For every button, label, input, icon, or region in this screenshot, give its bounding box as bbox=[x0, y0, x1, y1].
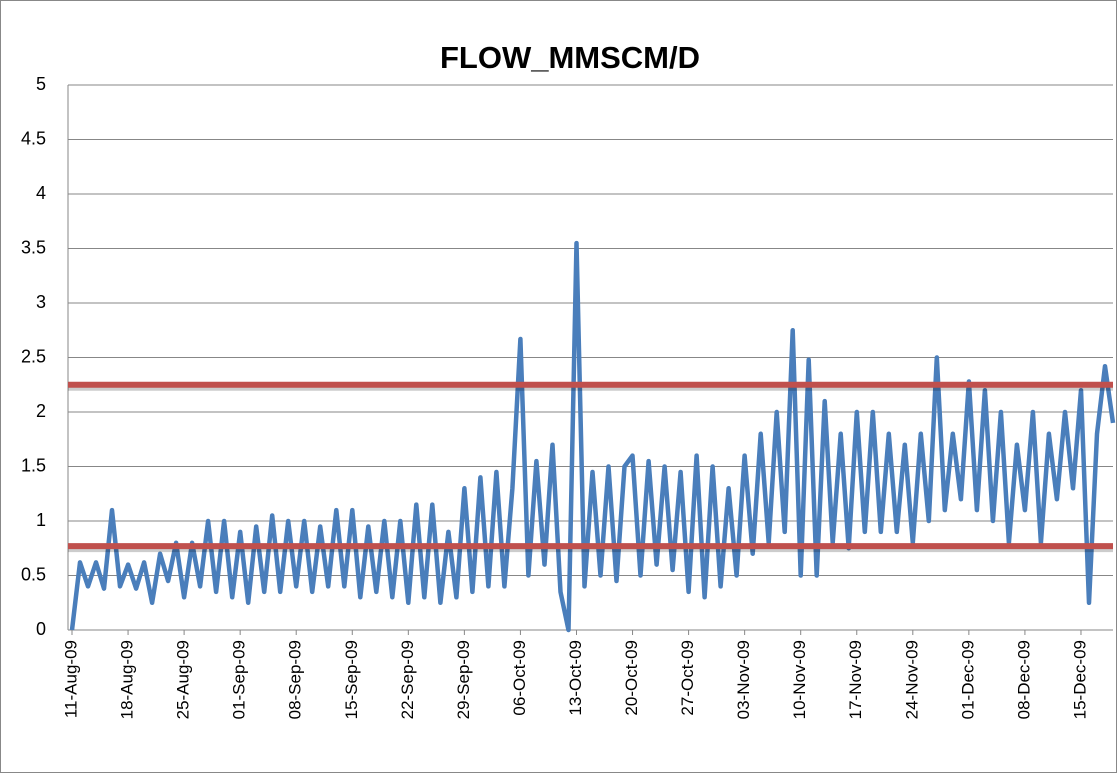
y-tick-label: 4 bbox=[36, 183, 46, 203]
y-tick-label: 1 bbox=[36, 510, 46, 530]
x-tick-label: 22-Sep-09 bbox=[398, 640, 417, 719]
x-tick-label: 01-Sep-09 bbox=[230, 640, 249, 719]
x-tick-label: 01-Dec-09 bbox=[958, 640, 977, 719]
x-tick-label: 15-Sep-09 bbox=[342, 640, 361, 719]
x-tick-label: 11-Aug-09 bbox=[61, 640, 80, 718]
y-tick-label: 3 bbox=[36, 292, 46, 312]
x-tick-label: 17-Nov-09 bbox=[846, 640, 865, 719]
y-tick-label: 5 bbox=[36, 74, 46, 94]
y-tick-label: 4.5 bbox=[21, 128, 46, 148]
x-tick-label: 08-Sep-09 bbox=[286, 640, 305, 719]
x-tick-label: 18-Aug-09 bbox=[118, 640, 137, 719]
x-tick-label: 10-Nov-09 bbox=[790, 640, 809, 719]
x-tick-label: 15-Dec-09 bbox=[1070, 640, 1089, 719]
y-tick-label: 0 bbox=[36, 619, 46, 639]
x-tick-label: 13-Oct-09 bbox=[566, 640, 585, 716]
x-tick-label: 25-Aug-09 bbox=[174, 640, 193, 719]
x-tick-label: 06-Oct-09 bbox=[510, 640, 529, 716]
x-tick-label: 03-Nov-09 bbox=[734, 640, 753, 719]
y-tick-label: 2.5 bbox=[21, 346, 46, 366]
chart-title: FLOW_MMSCM/D bbox=[440, 40, 700, 75]
y-tick-label: 3.5 bbox=[21, 237, 46, 257]
y-tick-label: 2 bbox=[36, 401, 46, 421]
y-tick-label: 0.5 bbox=[21, 564, 46, 584]
x-tick-label: 20-Oct-09 bbox=[622, 640, 641, 716]
x-tick-label: 08-Dec-09 bbox=[1014, 640, 1033, 719]
x-tick-label: 29-Sep-09 bbox=[454, 640, 473, 719]
x-tick-label: 24-Nov-09 bbox=[902, 640, 921, 719]
x-tick-label: 27-Oct-09 bbox=[678, 640, 697, 716]
data-line bbox=[69, 240, 1116, 633]
y-tick-label: 1.5 bbox=[21, 455, 46, 475]
